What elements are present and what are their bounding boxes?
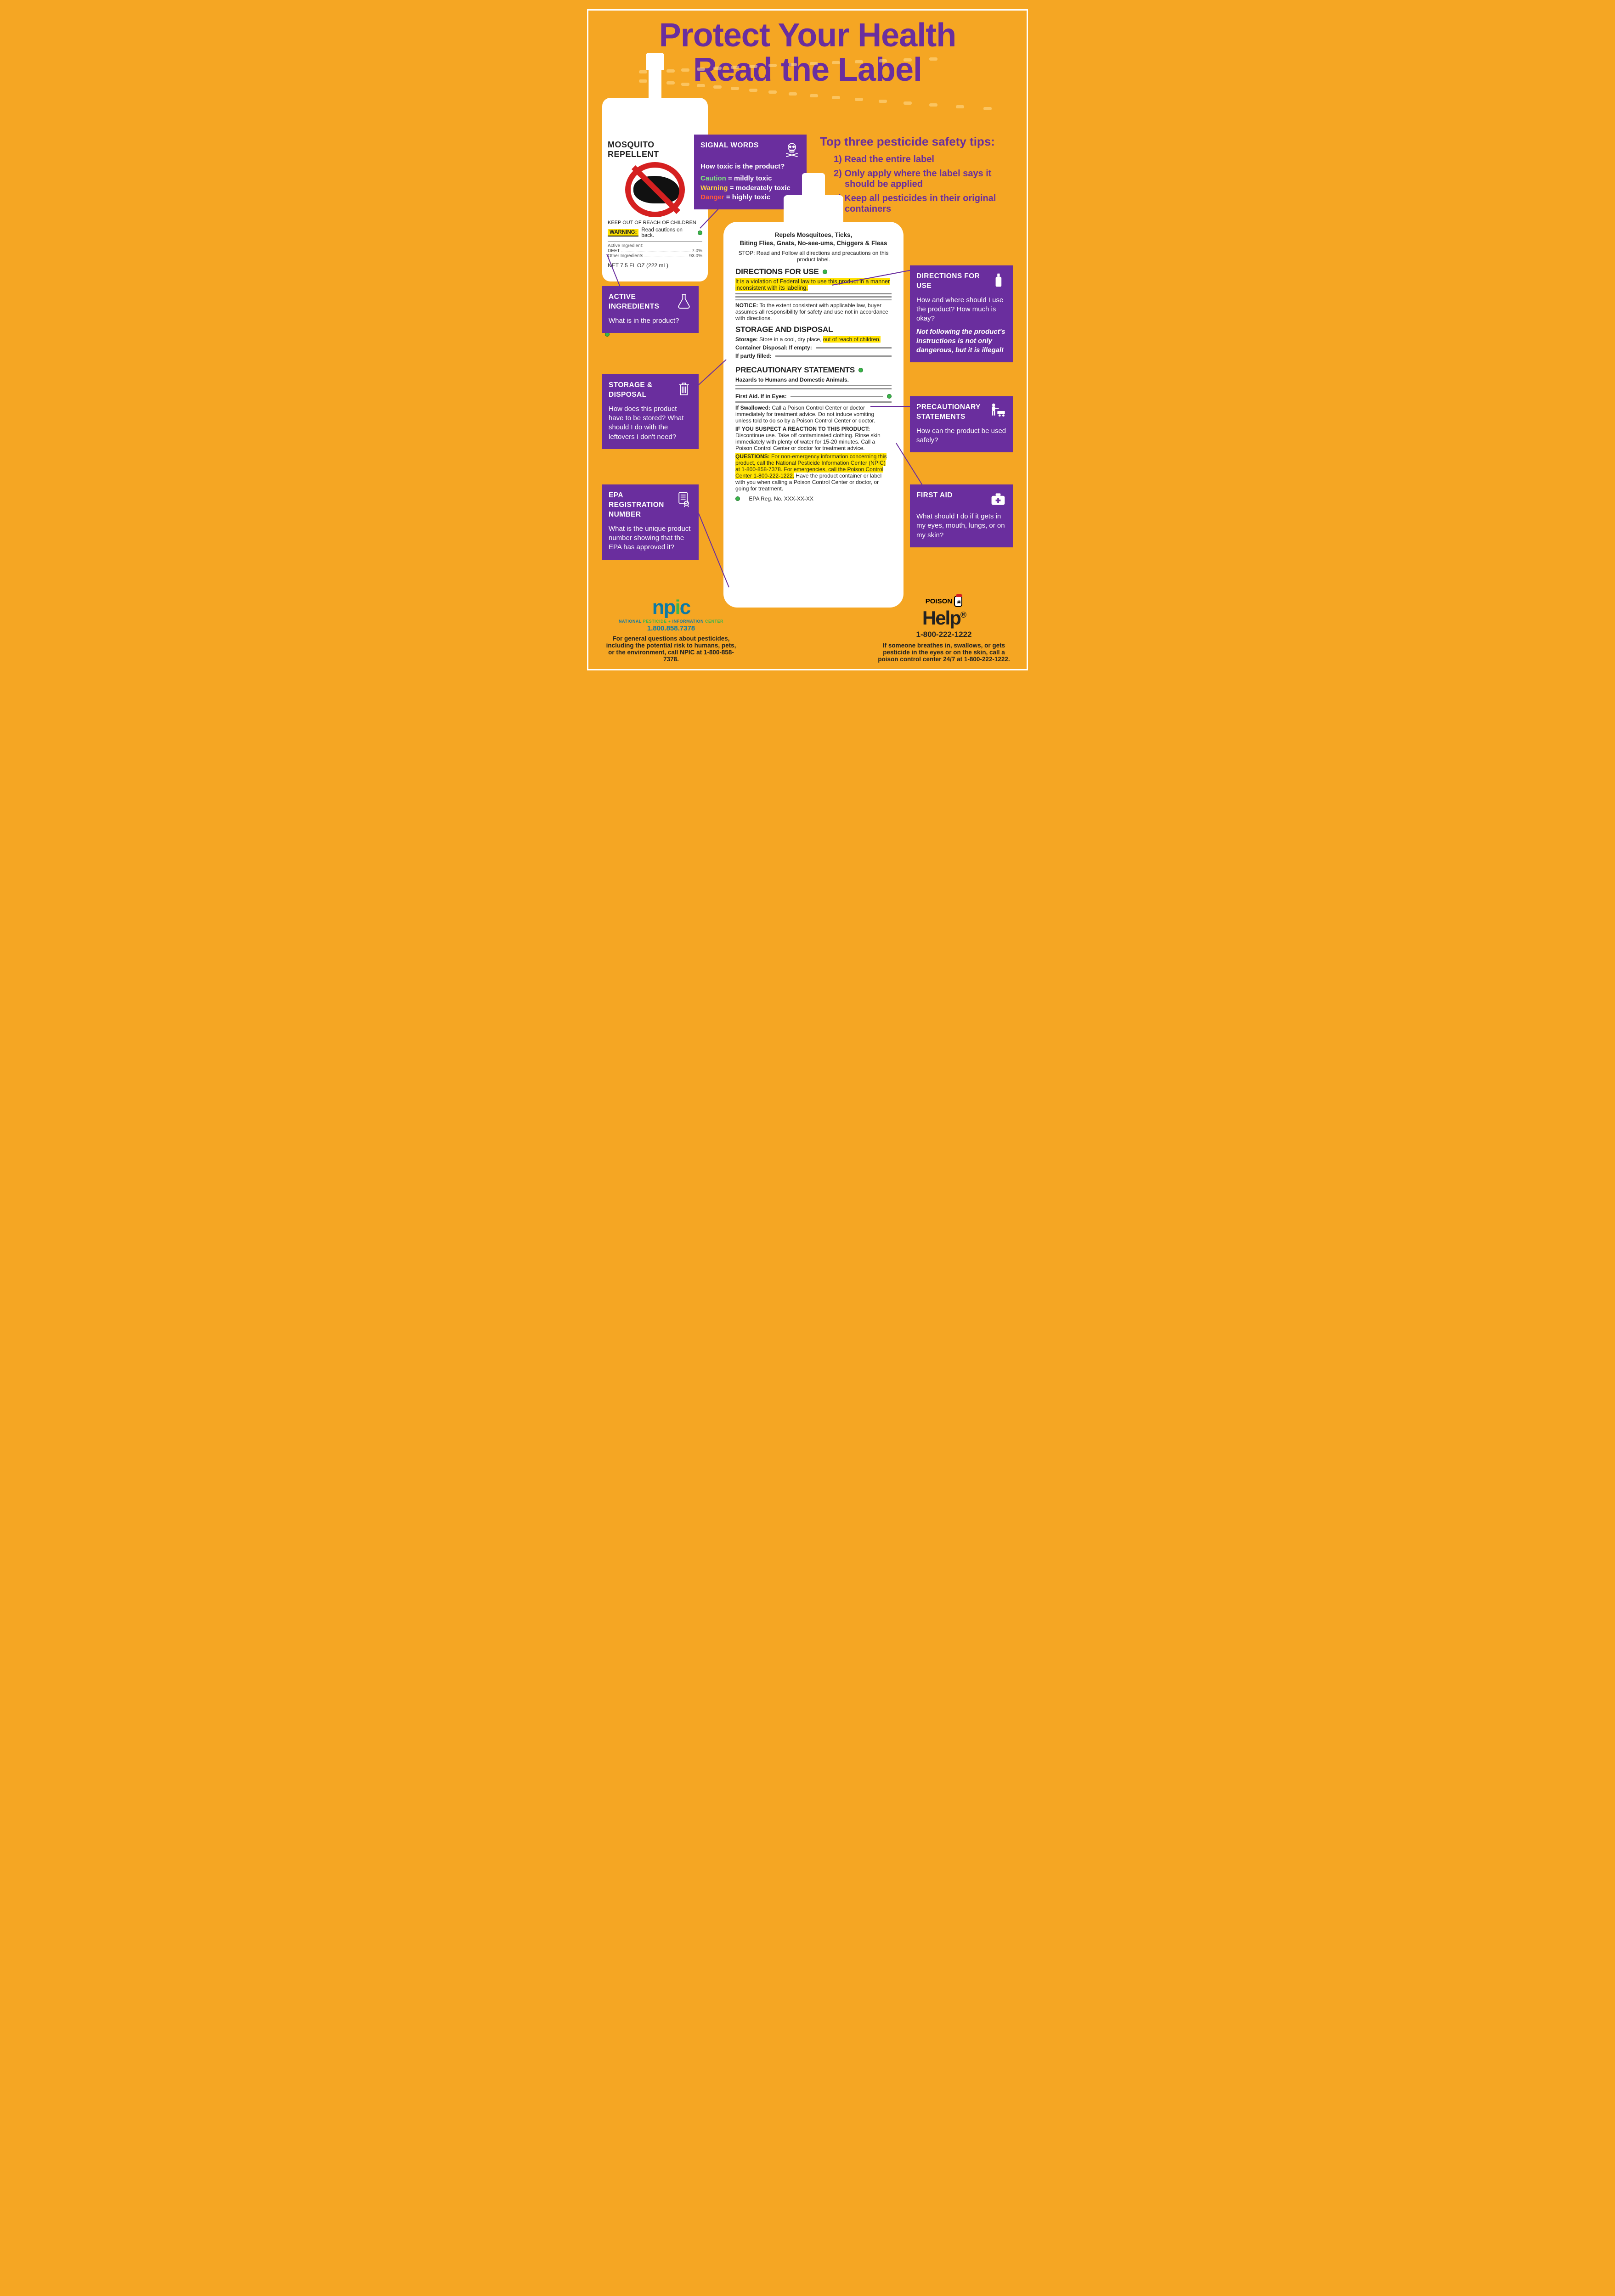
npic-body: For general questions about pesticides, … bbox=[606, 635, 736, 663]
bb-top1: Repels Mosquitoes, Ticks, bbox=[735, 231, 892, 239]
sw-val: = highly toxic bbox=[726, 193, 770, 201]
callout-body: What should I do if it gets in my eyes, … bbox=[916, 512, 1006, 540]
keep-out-text: KEEP OUT OF REACH OF CHILDREN bbox=[608, 220, 702, 225]
callout-heading: PRECAUTIONARY STATEMENTS bbox=[916, 403, 990, 422]
bb-suspect-k: IF YOU SUSPECT A REACTION TO THIS PRODUC… bbox=[735, 426, 870, 432]
callout-heading: STORAGE & DISPOSAL bbox=[609, 381, 676, 400]
bb-hazards: Hazards to Humans and Domestic Animals. bbox=[735, 377, 892, 383]
sw-key: Warning bbox=[700, 184, 728, 192]
ingr-pct: 7.0% bbox=[692, 248, 702, 253]
callout-body-em: Not following the product's instructions… bbox=[916, 327, 1006, 355]
spray-can-icon bbox=[990, 272, 1006, 288]
callout-heading: ACTIVE INGREDIENTS bbox=[609, 293, 676, 312]
pointer-dot bbox=[735, 496, 740, 501]
bb-partly-k: If partly filled: bbox=[735, 353, 772, 359]
warning-label: WARNING: bbox=[608, 229, 638, 236]
callout-q: How toxic is the product? bbox=[700, 162, 800, 171]
tips-block: Top three pesticide safety tips: 1) Read… bbox=[820, 135, 1013, 218]
person-wagon-icon bbox=[990, 403, 1006, 419]
callout-heading: SIGNAL WORDS bbox=[700, 141, 759, 151]
bb-notice-v: To the extent consistent with applicable… bbox=[735, 302, 888, 321]
trash-icon bbox=[676, 381, 692, 397]
poison-help-body: If someone breathes in, swallows, or get… bbox=[878, 642, 1010, 663]
bb-storage-hl: out of reach of children. bbox=[823, 336, 881, 343]
active-ingredients-callout: ACTIVE INGREDIENTS What is in the produc… bbox=[602, 286, 699, 333]
callout-body: What is in the product? bbox=[609, 316, 692, 326]
epa-callout: EPA REGISTRATION NUMBER What is the uniq… bbox=[602, 484, 699, 560]
sw-key: Caution bbox=[700, 174, 726, 182]
callout-heading: FIRST AID bbox=[916, 491, 953, 501]
certificate-icon bbox=[676, 491, 692, 507]
bb-firstaid-k: First Aid. If in Eyes: bbox=[735, 393, 787, 400]
ingr-name: DEET bbox=[608, 248, 620, 253]
callout-body: How and where should I use the product? … bbox=[916, 296, 1006, 324]
bb-swallowed-k: If Swallowed: bbox=[735, 405, 770, 411]
sw-key: Danger bbox=[700, 193, 724, 201]
callout-body: How does this product have to be stored?… bbox=[609, 405, 692, 442]
flask-icon bbox=[676, 293, 692, 309]
pointer-dot bbox=[823, 270, 827, 274]
bb-stop: STOP: Read and Follow all directions and… bbox=[735, 250, 892, 263]
bb-top2: Biting Flies, Gnats, No-see-ums, Chigger… bbox=[735, 239, 892, 248]
bb-h-storage: STORAGE AND DISPOSAL bbox=[735, 325, 892, 334]
callout-body: What is the unique product number showin… bbox=[609, 524, 692, 552]
npic-logo: npic bbox=[602, 596, 740, 619]
tip-item: 3) Keep all pesticides in their original… bbox=[834, 193, 1013, 214]
bb-directions-hl: It is a violation of Federal law to use … bbox=[735, 278, 890, 291]
tip-item: 2) Only apply where the label says it sh… bbox=[834, 169, 1013, 190]
skull-icon bbox=[784, 141, 800, 158]
bottle-cap-icon bbox=[784, 173, 843, 223]
poison-help-block: POISON ☠ Help® 1-800-222-1222 If someone… bbox=[875, 596, 1013, 663]
ingr-pct: 93.0% bbox=[689, 253, 702, 259]
npic-phone: 1.800.858.7378 bbox=[602, 625, 740, 632]
net-contents: NET 7.5 FL OZ (222 mL) bbox=[608, 262, 702, 269]
no-mosquito-icon bbox=[621, 162, 689, 217]
product-name: MOSQUITO REPELLENT bbox=[608, 140, 702, 159]
bb-epa: EPA Reg. No. XXX-XX-XX bbox=[749, 495, 813, 502]
poison-help-phone: 1-800-222-1222 bbox=[875, 630, 1013, 639]
callout-body: How can the product be used safely? bbox=[916, 427, 1006, 445]
first-aid-callout: FIRST AID What should I do if it gets in… bbox=[910, 484, 1013, 547]
tips-heading: Top three pesticide safety tips: bbox=[820, 135, 1013, 149]
poison-help-logo: POISON ☠ bbox=[875, 596, 1013, 607]
bb-questions-k: QUESTIONS: bbox=[735, 453, 770, 460]
bb-storage-k: Storage: bbox=[735, 336, 758, 343]
npic-tagline: NATIONAL PESTICIDE ● INFORMATION CENTER bbox=[602, 619, 740, 624]
medkit-icon bbox=[990, 491, 1006, 507]
sw-val: = moderately toxic bbox=[730, 184, 791, 192]
npic-block: npic NATIONAL PESTICIDE ● INFORMATION CE… bbox=[602, 596, 740, 663]
sw-val: = mildly toxic bbox=[728, 174, 772, 182]
bb-storage-v1: Store in a cool, dry place, bbox=[759, 336, 823, 343]
spray-cap-icon bbox=[646, 53, 664, 99]
warning-text: Read cautions on back. bbox=[641, 227, 695, 238]
pointer-dot bbox=[698, 231, 702, 235]
front-bottle: MOSQUITO REPELLENT KEEP OUT OF REACH OF … bbox=[602, 98, 708, 281]
ingredients-head: Active Ingredient: bbox=[608, 243, 702, 248]
footer: npic NATIONAL PESTICIDE ● INFORMATION CE… bbox=[588, 596, 1027, 663]
ingr-name: Other Ingredients bbox=[608, 253, 643, 259]
page-frame: Protect Your Health Read the Label Top t… bbox=[587, 9, 1028, 670]
bb-h-directions: DIRECTIONS FOR USE bbox=[735, 267, 892, 276]
bb-suspect-v: Discontinue use. Take off contaminated c… bbox=[735, 432, 881, 451]
poison-help-text: Help® bbox=[875, 607, 1013, 629]
pointer-dot bbox=[858, 368, 863, 372]
pointer-dot bbox=[887, 394, 892, 399]
directions-callout: DIRECTIONS FOR USE How and where should … bbox=[910, 265, 1013, 362]
tip-item: 1) Read the entire label bbox=[834, 154, 1013, 165]
precautionary-callout: PRECAUTIONARY STATEMENTS How can the pro… bbox=[910, 396, 1013, 452]
ingredients-block: Active Ingredient: DEET 7.0% Other Ingred… bbox=[608, 241, 702, 259]
bb-container-k: Container Disposal: If empty: bbox=[735, 344, 812, 351]
callout-heading: EPA REGISTRATION NUMBER bbox=[609, 491, 676, 520]
callout-heading: DIRECTIONS FOR USE bbox=[916, 272, 990, 291]
bb-notice-k: NOTICE: bbox=[735, 302, 758, 309]
storage-disposal-callout: STORAGE & DISPOSAL How does this product… bbox=[602, 374, 699, 449]
title-line1: Protect Your Health bbox=[593, 20, 1022, 51]
back-bottle: Repels Mosquitoes, Ticks, Biting Flies, … bbox=[723, 222, 903, 608]
bb-h-precaution: PRECAUTIONARY STATEMENTS bbox=[735, 366, 892, 375]
